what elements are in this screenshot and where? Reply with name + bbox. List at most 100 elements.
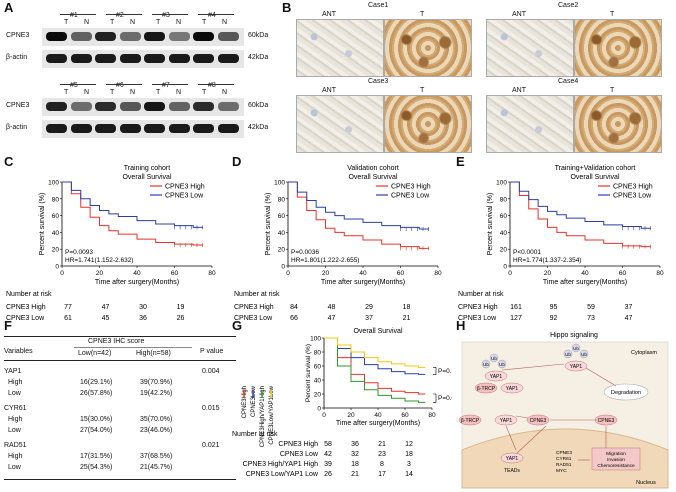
number-at-risk-label: Number at risk xyxy=(232,431,278,438)
yap1-label-shape xyxy=(494,414,518,426)
km-plot-validation: Validation cohort Overall Survival 0 20 40 60… xyxy=(234,165,442,320)
hazard-ratio: HR=1.774(1.337-2.354) xyxy=(513,257,581,264)
number-at-risk-label: Number at risk xyxy=(6,291,52,298)
cpne3-label: CPNE3 xyxy=(598,418,615,424)
number-at-risk-label: Number at risk xyxy=(234,291,280,298)
yap1-label-shape xyxy=(564,360,588,372)
table-cell-high: 39(70.9%) xyxy=(140,379,173,386)
y-axis-label: Percent survival (%) xyxy=(305,344,312,402)
degradation-label: Degradation xyxy=(611,390,641,396)
x-tick-label: 0 xyxy=(508,270,512,277)
number-at-risk-label: Number at risk xyxy=(458,291,504,298)
p-bracket xyxy=(433,367,437,375)
table-cell-low: 16(29.1%) xyxy=(80,379,113,386)
lane-t-label: T xyxy=(156,89,161,96)
x-axis-label: Time after surgery(Months) xyxy=(321,279,405,286)
outcome-box xyxy=(591,447,641,471)
x-tick-label: 20 xyxy=(96,270,104,277)
tumor-label: T xyxy=(420,11,425,18)
tumor-label: T xyxy=(610,87,615,94)
g-risk-row-label: CPNE3 High/YAP1 High xyxy=(243,461,318,468)
table-cell-low: 26(57.8%) xyxy=(80,390,113,397)
survival-curve-low xyxy=(288,181,429,230)
lane-t-label: T xyxy=(202,19,207,26)
y-tick-label: 40 xyxy=(52,230,60,237)
x-tick-label: 20 xyxy=(347,412,355,419)
ub-shape xyxy=(497,359,507,369)
tumor-label: T xyxy=(420,87,425,94)
table-cell-high: 37(68.5%) xyxy=(140,453,173,460)
survival-curve-high xyxy=(288,181,429,249)
pathway-arrow xyxy=(505,425,517,451)
g-risk-row-label: CPNE3 Low/YAP1 Low xyxy=(246,471,319,478)
table-row-label: High xyxy=(8,453,23,460)
ant-label: ANT xyxy=(512,87,526,94)
x-tick-label: 40 xyxy=(133,270,141,277)
x-tick-label: 80 xyxy=(208,270,216,277)
actin-band xyxy=(95,124,116,133)
y-tick-label: 100 xyxy=(310,336,321,343)
y-tick-label: 20 xyxy=(500,247,508,254)
legend-high: CPNE3 High xyxy=(391,184,431,191)
actin-band xyxy=(119,124,141,133)
y-axis-label: Percent survival (%) xyxy=(39,193,46,256)
sample-label: #7 xyxy=(162,82,170,89)
y-tick-label: 80 xyxy=(52,196,60,203)
y-tick-label: 80 xyxy=(278,196,286,203)
cpne3-band xyxy=(95,32,116,41)
risk-high-value: 48 xyxy=(328,304,336,311)
panel-label-h: H xyxy=(456,318,466,333)
risk-row-high-label: CPNE3 High xyxy=(458,304,498,311)
g-risk-value: 42 xyxy=(324,451,332,458)
g-survival-curve xyxy=(324,337,426,375)
degradation-shape xyxy=(603,383,649,401)
sample-bracket xyxy=(106,14,142,15)
case-label: Case3 xyxy=(368,78,389,85)
risk-row-high-label: CPNE3 High xyxy=(234,304,274,311)
p-value: P=0.0036 xyxy=(291,249,319,256)
y-tick-label: 100 xyxy=(496,180,507,187)
actin-band xyxy=(46,54,67,63)
lane-n-label: N xyxy=(222,89,228,96)
sample-bracket xyxy=(152,84,188,85)
g-title: Overall Survival xyxy=(353,328,402,335)
cpne3-band xyxy=(217,32,239,41)
km-title: Validation cohort xyxy=(347,165,399,172)
table-col-header: CPNE3 IHC score xyxy=(88,338,145,345)
sample-label: #4 xyxy=(208,12,216,19)
pathway-arrow xyxy=(515,415,529,419)
lane-n-label: N xyxy=(84,89,90,96)
table-cell-low: 15(30.0%) xyxy=(80,416,113,423)
cpne3-band xyxy=(193,102,214,111)
cytoplasm-label: Cytoplasm xyxy=(631,350,657,356)
sample-label: #6 xyxy=(116,82,124,89)
y-tick-label: 60 xyxy=(500,213,508,220)
p-bracket xyxy=(433,393,437,403)
x-tick-label: 80 xyxy=(656,270,664,277)
x-tick-label: 0 xyxy=(286,270,290,277)
y-tick-label: 60 xyxy=(314,364,322,371)
table-row-label: High xyxy=(8,379,23,386)
sample-bracket xyxy=(60,14,96,15)
g-legend-label: CPNE3High/YAP1High xyxy=(260,386,266,447)
risk-high-value: 95 xyxy=(550,304,558,311)
yap1-label: YAP1 xyxy=(490,374,503,380)
g-risk-value: 12 xyxy=(405,441,413,448)
kda-label: 42kDa xyxy=(248,124,269,131)
g-risk-value: 21 xyxy=(378,441,386,448)
x-tick-label: 80 xyxy=(434,270,442,277)
risk-low-value: 92 xyxy=(550,315,558,320)
cpne3-label: CPNE3 xyxy=(530,418,547,424)
kda-label: 60kDa xyxy=(248,32,269,39)
risk-low-value: 47 xyxy=(328,315,336,320)
outcome-label: Invasion xyxy=(607,457,625,463)
legend-low: CPNE3 Low xyxy=(165,193,204,200)
cpne3-band xyxy=(119,102,141,111)
y-tick-label: 0 xyxy=(55,264,59,271)
table-col-p: P value xyxy=(200,348,224,355)
cpne3-band xyxy=(168,102,190,111)
g-legend-label: CPNE3High xyxy=(242,386,248,418)
ub-shape xyxy=(579,349,589,359)
risk-low-value: 26 xyxy=(177,315,185,320)
g-risk-value: 18 xyxy=(405,451,413,458)
